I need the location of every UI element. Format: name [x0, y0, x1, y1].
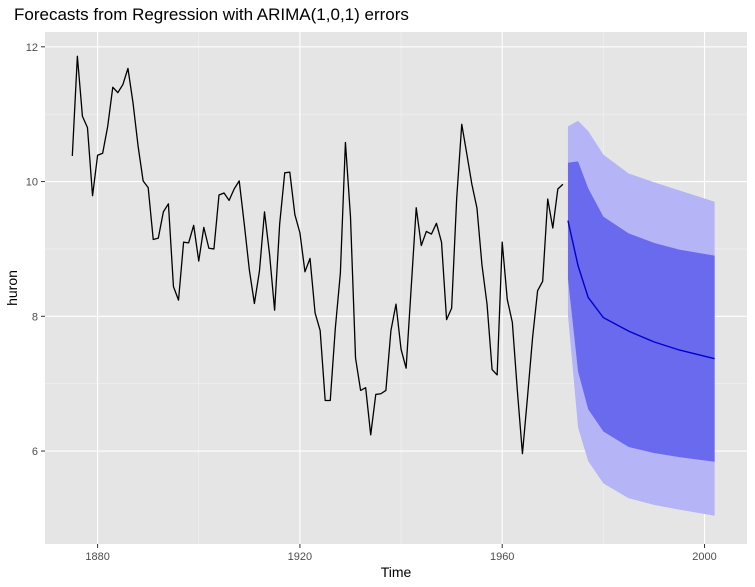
- x-tick-label: 2000: [692, 551, 716, 563]
- major-gridlines: [45, 32, 747, 544]
- x-axis-title: Time: [381, 564, 412, 580]
- x-tick-label: 1920: [288, 551, 312, 563]
- x-tick-label: 1880: [85, 551, 109, 563]
- observed-series-line: [71, 55, 564, 455]
- y-tick-label: 10: [26, 177, 38, 189]
- y-tick-label: 12: [26, 42, 38, 54]
- data-series: [71, 55, 715, 516]
- y-axis-title: huron: [4, 270, 20, 306]
- forecast-interval-80-band: [567, 161, 715, 462]
- forecast-mean-line: [567, 220, 715, 360]
- chart-title: Forecasts from Regression with ARIMA(1,0…: [14, 5, 409, 24]
- x-tick-label: 1960: [490, 551, 514, 563]
- x-axis: 1880 1920 1960 2000: [85, 544, 717, 563]
- y-axis: 6 8 10 12: [26, 42, 45, 458]
- y-tick-label: 6: [32, 446, 38, 458]
- y-tick-label: 8: [32, 311, 38, 323]
